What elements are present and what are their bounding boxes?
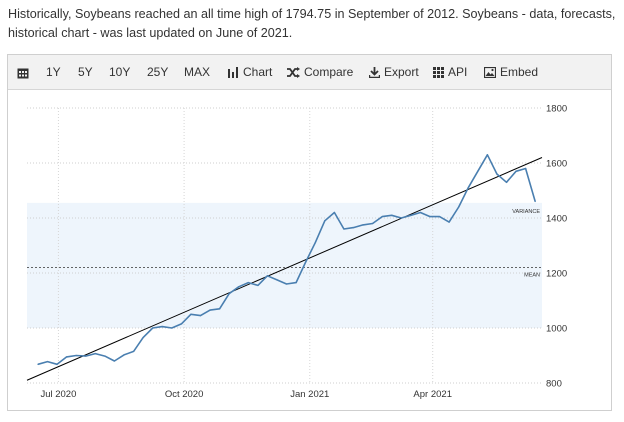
data-point — [324, 220, 326, 222]
data-point — [410, 214, 412, 216]
image-icon — [484, 67, 496, 79]
data-point — [238, 286, 240, 288]
data-point — [132, 350, 135, 352]
data-point — [448, 221, 450, 223]
data-point — [247, 282, 249, 284]
data-point — [362, 224, 364, 226]
data-point — [171, 327, 173, 329]
data-point — [496, 173, 498, 175]
x-tick-label: Jan 2021 — [290, 389, 329, 400]
api-button-label: API — [448, 65, 468, 79]
data-point — [219, 308, 221, 310]
annotation-mean: MEAN — [524, 273, 540, 279]
data-point — [276, 279, 278, 281]
chart-type-button[interactable]: Chart — [228, 55, 272, 90]
y-tick-label: 1800 — [546, 104, 567, 115]
data-point — [199, 315, 202, 317]
range-max-button[interactable]: MAX — [184, 65, 211, 79]
data-point — [209, 309, 211, 311]
data-point — [66, 356, 68, 358]
y-tick-label: 1200 — [546, 269, 567, 280]
export-button[interactable]: Export — [369, 55, 419, 90]
data-point — [257, 284, 259, 286]
data-point — [85, 355, 87, 357]
embed-button-label: Embed — [500, 65, 539, 79]
data-point — [391, 214, 393, 216]
data-point — [94, 352, 96, 355]
y-tick-label: 1400 — [546, 214, 567, 225]
data-point — [429, 216, 431, 218]
variance-band — [27, 202, 542, 328]
data-point — [352, 227, 355, 229]
compare-button-label: Compare — [304, 65, 354, 79]
data-point — [381, 216, 383, 218]
data-point — [486, 154, 488, 156]
y-tick-label: 1600 — [546, 159, 567, 170]
trend-line — [26, 157, 543, 381]
grid-icon — [433, 67, 444, 79]
data-point — [505, 181, 508, 183]
data-point — [467, 187, 469, 189]
data-point — [372, 222, 374, 225]
data-point — [190, 313, 192, 315]
data-point — [314, 242, 316, 244]
x-tick-label: Oct 2020 — [165, 389, 204, 400]
download-icon — [369, 67, 380, 79]
data-point — [161, 326, 163, 328]
bar-chart-icon — [228, 67, 238, 79]
data-point — [525, 167, 527, 170]
range-25y-button[interactable]: 25Y — [147, 65, 169, 79]
data-point — [343, 228, 345, 230]
x-tick-label: Jul 2020 — [40, 389, 76, 400]
range-1y-button[interactable]: 1Y — [46, 65, 61, 79]
data-point — [400, 217, 402, 219]
data-point — [56, 363, 58, 365]
data-point — [37, 363, 39, 365]
export-button-label: Export — [384, 65, 419, 79]
annotation-variance: VARIANCE — [512, 209, 540, 215]
data-point — [534, 200, 536, 203]
data-point — [142, 337, 144, 339]
shuffle-icon — [287, 67, 300, 79]
chart-panel: 1Y 5Y 10Y 25Y MAX Chart Compare — [7, 54, 612, 411]
api-button[interactable]: API — [433, 55, 467, 90]
data-point — [419, 211, 422, 214]
data-point — [285, 283, 288, 285]
chart-toolbar: 1Y 5Y 10Y 25Y MAX Chart Compare — [8, 55, 611, 90]
calendar-icon[interactable] — [17, 55, 29, 90]
data-point — [123, 354, 125, 356]
data-point — [458, 206, 460, 208]
data-point — [266, 275, 269, 277]
price-chart: Jul 2020 Oct 2020 Jan 2021 Apr 2021 800 1000 1… — [26, 104, 567, 400]
data-point — [75, 354, 77, 357]
y-tick-label: 1000 — [546, 324, 567, 335]
data-point — [515, 170, 517, 172]
data-point — [152, 327, 154, 329]
chart-button-label: Chart — [243, 65, 273, 79]
intro-text: Historically, Soybeans reached an all ti… — [8, 7, 616, 40]
data-point — [477, 170, 479, 172]
data-point — [333, 211, 335, 214]
data-point — [104, 355, 106, 357]
data-point — [46, 360, 49, 363]
data-point — [113, 360, 116, 362]
chart-area: Jul 2020 Oct 2020 Jan 2021 Apr 2021 800 1000 1… — [8, 90, 611, 410]
y-tick-label: 800 — [546, 379, 562, 390]
data-point — [180, 323, 182, 325]
range-10y-button[interactable]: 10Y — [109, 65, 131, 79]
data-point — [228, 293, 230, 295]
data-point — [295, 282, 297, 284]
embed-button[interactable]: Embed — [484, 55, 538, 90]
data-point — [438, 216, 441, 218]
compare-button[interactable]: Compare — [287, 55, 353, 90]
data-point — [305, 261, 307, 263]
range-5y-button[interactable]: 5Y — [78, 65, 93, 79]
x-tick-label: Apr 2021 — [413, 389, 452, 400]
